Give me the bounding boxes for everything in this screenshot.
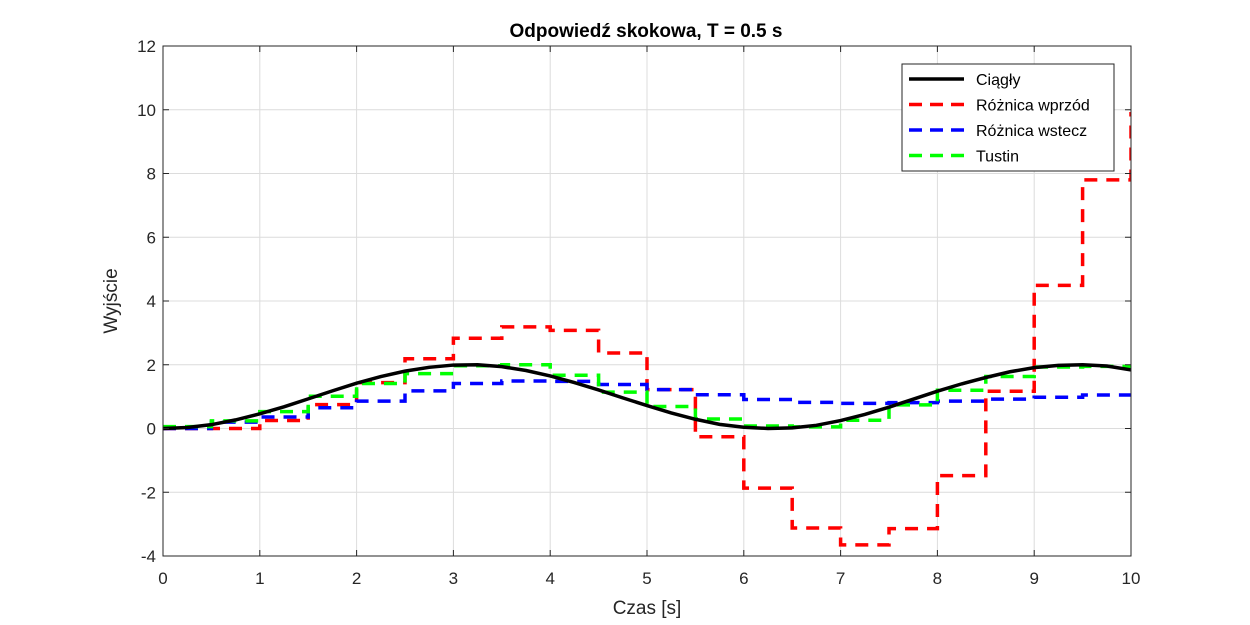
y-tick-label: 8	[147, 165, 156, 184]
y-tick-label: -4	[141, 547, 156, 566]
x-tick-label: 8	[933, 569, 942, 588]
series-group	[163, 111, 1131, 547]
x-tick-label: 9	[1029, 569, 1038, 588]
y-tick-label: 2	[147, 356, 156, 375]
x-tick-labels: 0 1 2 3 4 5 6 7 8 9 10	[158, 569, 1140, 588]
legend-label-2: Różnica wstecz	[976, 123, 1087, 140]
legend-label-1: Różnica wprzód	[976, 98, 1090, 115]
series-line-2	[163, 379, 1131, 431]
y-tick-label: 0	[147, 420, 156, 439]
y-tick-label: 4	[147, 292, 156, 311]
series-line-0	[163, 362, 1131, 431]
x-tick-label: 2	[352, 569, 361, 588]
x-tick-label: 3	[449, 569, 458, 588]
y-tick-labels: -4 -2 0 2 4 6 8 10 12	[137, 37, 156, 566]
x-tick-label: 10	[1122, 569, 1141, 588]
tick-marks	[162, 45, 1132, 557]
legend-box	[901, 63, 1115, 172]
x-tick-label: 6	[739, 569, 748, 588]
legend-label-0: Ciągły	[976, 72, 1020, 89]
legend: Ciągły Różnica wprzód Różnica wstecz Tustin	[901, 63, 1115, 172]
x-tick-label: 0	[158, 569, 167, 588]
y-tick-label: 12	[137, 37, 156, 56]
x-tick-label: 1	[255, 569, 264, 588]
series-line-3	[163, 363, 1131, 429]
y-tick-label: 10	[137, 101, 156, 120]
y-tick-label: -2	[141, 483, 156, 502]
legend-label-3: Tustin	[976, 149, 1019, 166]
x-axis-label: Czas [s]	[613, 598, 682, 619]
y-axis-label: Wyjście	[101, 268, 122, 333]
chart-title: Odpowiedź skokowa, T = 0.5 s	[510, 21, 783, 42]
x-tick-label: 4	[545, 569, 554, 588]
y-tick-label: 6	[147, 228, 156, 247]
x-tick-label: 5	[642, 569, 651, 588]
x-tick-label: 7	[836, 569, 845, 588]
